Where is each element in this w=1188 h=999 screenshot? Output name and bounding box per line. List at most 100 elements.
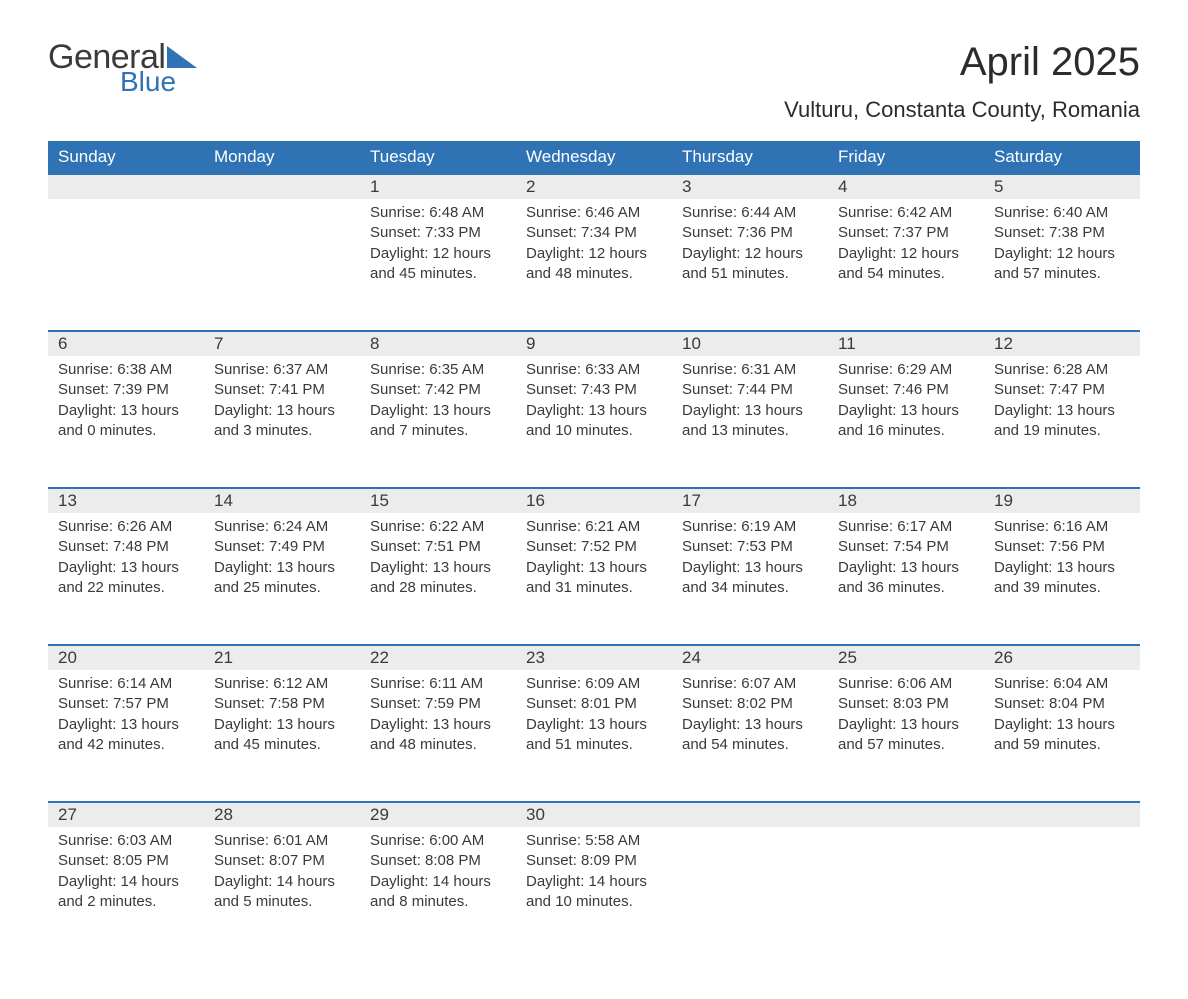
day-body-cell [828, 827, 984, 959]
day-dl1: Daylight: 13 hours [370, 558, 506, 578]
day-number-cell: 1 [360, 174, 516, 199]
day-dl2: and 13 minutes. [682, 421, 818, 441]
day-dl1: Daylight: 13 hours [682, 401, 818, 421]
day-dl2: and 59 minutes. [994, 735, 1130, 755]
day-body-cell: Sunrise: 6:09 AMSunset: 8:01 PMDaylight:… [516, 670, 672, 802]
daybody-row: Sunrise: 6:26 AMSunset: 7:48 PMDaylight:… [48, 513, 1140, 645]
day-dl2: and 5 minutes. [214, 892, 350, 912]
day-dl2: and 51 minutes. [682, 264, 818, 284]
day-ss: Sunset: 8:08 PM [370, 851, 506, 871]
day-ss: Sunset: 7:39 PM [58, 380, 194, 400]
day-ss: Sunset: 7:47 PM [994, 380, 1130, 400]
day-body-cell: Sunrise: 6:04 AMSunset: 8:04 PMDaylight:… [984, 670, 1140, 802]
day-sr: Sunrise: 6:38 AM [58, 360, 194, 380]
day-body-cell: Sunrise: 6:29 AMSunset: 7:46 PMDaylight:… [828, 356, 984, 488]
day-body-cell [48, 199, 204, 331]
header: General Blue April 2025 Vulturu, Constan… [48, 40, 1140, 123]
day-sr: Sunrise: 6:42 AM [838, 203, 974, 223]
day-sr: Sunrise: 6:44 AM [682, 203, 818, 223]
day-dl1: Daylight: 13 hours [214, 401, 350, 421]
day-number-cell: 3 [672, 174, 828, 199]
daynum-row: 13141516171819 [48, 488, 1140, 513]
day-sr: Sunrise: 6:37 AM [214, 360, 350, 380]
day-ss: Sunset: 7:48 PM [58, 537, 194, 557]
logo: General Blue [48, 40, 197, 96]
day-body-cell: Sunrise: 6:28 AMSunset: 7:47 PMDaylight:… [984, 356, 1140, 488]
day-number-cell [672, 802, 828, 827]
day-body-cell: Sunrise: 6:37 AMSunset: 7:41 PMDaylight:… [204, 356, 360, 488]
day-dl1: Daylight: 12 hours [526, 244, 662, 264]
day-number-cell: 8 [360, 331, 516, 356]
day-body-cell: Sunrise: 6:48 AMSunset: 7:33 PMDaylight:… [360, 199, 516, 331]
calendar-table: Sunday Monday Tuesday Wednesday Thursday… [48, 141, 1140, 959]
day-number: 7 [214, 334, 223, 353]
day-dl2: and 10 minutes. [526, 421, 662, 441]
day-number: 6 [58, 334, 67, 353]
day-number: 2 [526, 177, 535, 196]
day-number: 19 [994, 491, 1013, 510]
day-dl2: and 8 minutes. [370, 892, 506, 912]
day-dl2: and 54 minutes. [682, 735, 818, 755]
day-sr: Sunrise: 6:40 AM [994, 203, 1130, 223]
day-number-cell: 25 [828, 645, 984, 670]
day-number-cell: 18 [828, 488, 984, 513]
day-body-cell: Sunrise: 6:11 AMSunset: 7:59 PMDaylight:… [360, 670, 516, 802]
day-number-cell: 7 [204, 331, 360, 356]
day-ss: Sunset: 7:59 PM [370, 694, 506, 714]
day-number-cell [48, 174, 204, 199]
day-dl2: and 42 minutes. [58, 735, 194, 755]
day-dl1: Daylight: 12 hours [682, 244, 818, 264]
day-number: 12 [994, 334, 1013, 353]
day-dl2: and 45 minutes. [370, 264, 506, 284]
day-body-cell: Sunrise: 6:44 AMSunset: 7:36 PMDaylight:… [672, 199, 828, 331]
day-number-cell: 27 [48, 802, 204, 827]
day-body-cell: Sunrise: 6:07 AMSunset: 8:02 PMDaylight:… [672, 670, 828, 802]
day-number: 25 [838, 648, 857, 667]
day-number: 14 [214, 491, 233, 510]
day-number-cell: 24 [672, 645, 828, 670]
day-number: 9 [526, 334, 535, 353]
day-dl2: and 2 minutes. [58, 892, 194, 912]
day-dl1: Daylight: 13 hours [526, 558, 662, 578]
day-sr: Sunrise: 6:24 AM [214, 517, 350, 537]
day-dl2: and 51 minutes. [526, 735, 662, 755]
day-number-cell: 29 [360, 802, 516, 827]
day-dl1: Daylight: 12 hours [994, 244, 1130, 264]
day-number-cell: 4 [828, 174, 984, 199]
day-dl2: and 0 minutes. [58, 421, 194, 441]
day-dl1: Daylight: 13 hours [214, 715, 350, 735]
day-number: 27 [58, 805, 77, 824]
day-ss: Sunset: 8:07 PM [214, 851, 350, 871]
day-body-cell [672, 827, 828, 959]
day-ss: Sunset: 8:09 PM [526, 851, 662, 871]
day-dl2: and 3 minutes. [214, 421, 350, 441]
day-body-cell [204, 199, 360, 331]
location-text: Vulturu, Constanta County, Romania [784, 97, 1140, 123]
day-number: 30 [526, 805, 545, 824]
day-number: 23 [526, 648, 545, 667]
day-ss: Sunset: 7:52 PM [526, 537, 662, 557]
day-dl2: and 16 minutes. [838, 421, 974, 441]
day-sr: Sunrise: 6:33 AM [526, 360, 662, 380]
day-dl2: and 34 minutes. [682, 578, 818, 598]
day-number: 29 [370, 805, 389, 824]
day-ss: Sunset: 7:41 PM [214, 380, 350, 400]
day-body-cell: Sunrise: 6:16 AMSunset: 7:56 PMDaylight:… [984, 513, 1140, 645]
day-ss: Sunset: 7:37 PM [838, 223, 974, 243]
day-ss: Sunset: 7:38 PM [994, 223, 1130, 243]
day-dl2: and 28 minutes. [370, 578, 506, 598]
day-body-cell: Sunrise: 6:31 AMSunset: 7:44 PMDaylight:… [672, 356, 828, 488]
day-dl2: and 22 minutes. [58, 578, 194, 598]
day-body-cell: Sunrise: 6:03 AMSunset: 8:05 PMDaylight:… [48, 827, 204, 959]
day-sr: Sunrise: 5:58 AM [526, 831, 662, 851]
weekday-header: Sunday [48, 141, 204, 174]
day-dl1: Daylight: 13 hours [526, 401, 662, 421]
day-sr: Sunrise: 6:14 AM [58, 674, 194, 694]
day-number-cell [984, 802, 1140, 827]
day-ss: Sunset: 7:49 PM [214, 537, 350, 557]
day-number: 28 [214, 805, 233, 824]
day-dl1: Daylight: 13 hours [526, 715, 662, 735]
day-number: 21 [214, 648, 233, 667]
weekday-header: Monday [204, 141, 360, 174]
day-ss: Sunset: 7:58 PM [214, 694, 350, 714]
